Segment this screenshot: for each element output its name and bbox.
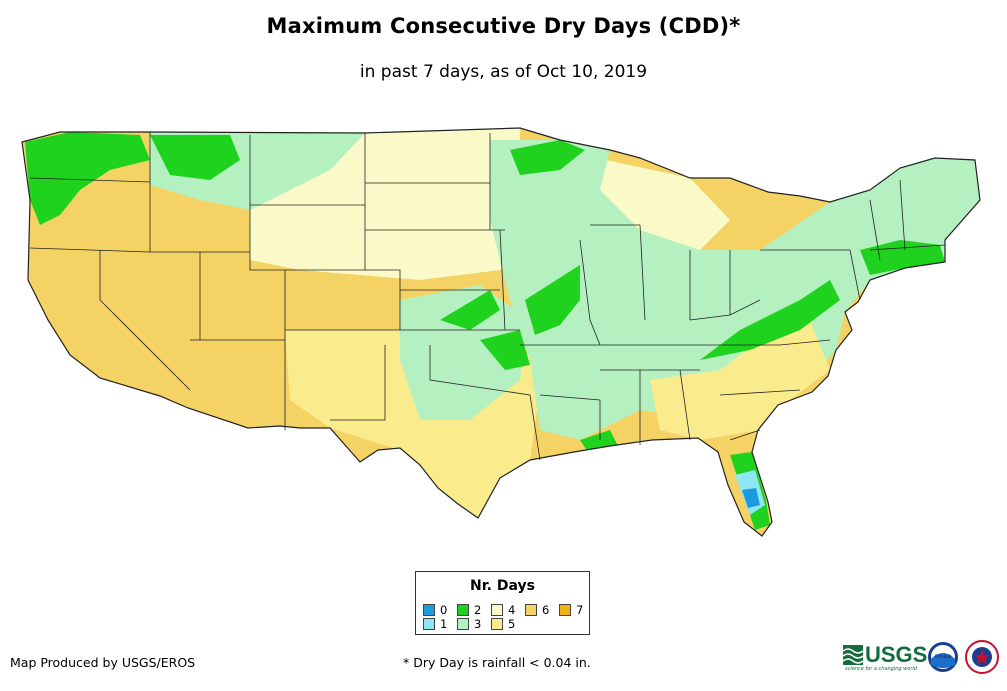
map-subtitle: in past 7 days, as of Oct 10, 2019 (359, 62, 648, 82)
cdd-zone-northeast-2day (860, 240, 945, 275)
legend-swatch-6 (525, 604, 537, 616)
cdd-zone-idaho-2day (150, 135, 240, 180)
legend-swatch-5 (491, 618, 503, 630)
legend-label-4: 4 (508, 603, 516, 617)
cdd-zone-pacificnorthwest-2day (25, 132, 150, 225)
legend-swatch-2 (457, 604, 469, 616)
legend-swatch-1 (423, 618, 435, 630)
legend-label-2: 2 (474, 603, 482, 617)
legend-label-7: 7 (576, 603, 584, 617)
legend-swatch-7 (559, 604, 571, 616)
legend: Nr. Days 0 1 2 3 4 5 6 7 (415, 571, 590, 635)
usgs-tagline: science for a changing world (845, 666, 917, 672)
cdd-zone-oklahoma-2day (480, 330, 530, 370)
legend-label-5: 5 (508, 617, 516, 631)
cdd-zone-missouri-2day (525, 265, 580, 335)
cdd-zone-florida-0day (742, 488, 760, 508)
cdd-map (21, 127, 981, 537)
usgs-wave-icon (843, 645, 863, 665)
agency-logos: USGS science for a changing world noaa (843, 638, 1003, 678)
noaa-logo-icon: noaa (928, 642, 958, 672)
cdd-zone-appalachian-2day (700, 280, 840, 360)
legend-swatch-4 (491, 604, 503, 616)
noaa-wordmark: noaa (935, 653, 952, 660)
legend-title: Nr. Days (470, 578, 535, 594)
legend-label-1: 1 (440, 617, 448, 631)
map-credit: Map Produced by USGS/EROS (10, 655, 196, 670)
map-title: Maximum Consecutive Dry Days (CDD)* (266, 14, 741, 38)
usgs-wordmark: USGS (865, 642, 928, 667)
legend-swatch-0 (423, 604, 435, 616)
legend-label-0: 0 (440, 603, 448, 617)
cdd-zone-east-3day (490, 140, 980, 440)
cdd-zone-plains-3day (400, 285, 530, 420)
legend-label-3: 3 (474, 617, 482, 631)
state-borders (29, 132, 946, 461)
cdd-zone-greatlakes-2day (510, 140, 585, 175)
dry-day-note: * Dry Day is rainfall < 0.04 in. (403, 655, 591, 670)
legend-label-6: 6 (542, 603, 550, 617)
nws-logo-icon (965, 640, 999, 674)
cdd-zone-kansas-2day (440, 290, 500, 330)
legend-swatch-3 (457, 618, 469, 630)
cdd-zone-southeast-5day (650, 320, 830, 440)
us-outline (21, 127, 981, 537)
usgs-logo: USGS (843, 642, 927, 668)
